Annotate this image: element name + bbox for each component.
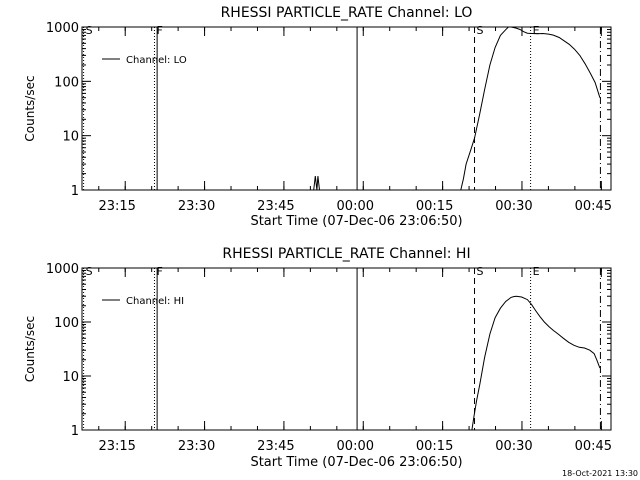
event-marker-label: S xyxy=(86,24,93,37)
series-line xyxy=(313,176,320,191)
series-line xyxy=(460,26,601,191)
plot-frame xyxy=(81,267,612,431)
legend-label: Channel: HI xyxy=(126,296,184,307)
x-tick-label: 00:00 xyxy=(337,199,374,214)
chart-title: RHESSI PARTICLE_RATE Channel: LO xyxy=(221,5,473,21)
x-tick-label: 00:00 xyxy=(337,439,374,454)
x-tick-label: 23:30 xyxy=(178,439,215,454)
x-tick-label: 23:30 xyxy=(178,199,215,214)
x-tick-label: 23:45 xyxy=(257,199,294,214)
panel-lo: RHESSI PARTICLE_RATE Channel: LO Start Ti… xyxy=(23,5,612,229)
chart-title: RHESSI PARTICLE_RATE Channel: HI xyxy=(222,246,470,262)
y-axis-label: Counts/sec xyxy=(23,316,37,382)
x-tick-label: 00:45 xyxy=(575,199,612,214)
event-marker-label: E xyxy=(533,24,540,37)
event-marker-label: S xyxy=(477,24,484,37)
event-marker-label: F xyxy=(156,265,162,278)
x-tick-label: 00:30 xyxy=(495,199,532,214)
y-tick-label: 1 xyxy=(71,424,79,439)
y-tick-label: 1000 xyxy=(46,21,79,36)
x-tick-label: 00:30 xyxy=(495,439,532,454)
event-marker-label: S xyxy=(477,265,484,278)
y-tick-label: 100 xyxy=(54,75,79,90)
x-tick-label: 23:15 xyxy=(98,199,135,214)
y-tick-label: 100 xyxy=(54,316,79,331)
event-marker-label: S xyxy=(86,265,93,278)
footer-timestamp: 18-Oct-2021 13:30 xyxy=(562,469,638,478)
plot-frame xyxy=(81,26,612,191)
y-tick-label: 10 xyxy=(62,130,79,145)
x-axis-label: Start Time (07-Dec-06 23:06:50) xyxy=(250,455,462,470)
series-line xyxy=(471,295,601,431)
y-tick-label: 1 xyxy=(71,184,79,199)
y-tick-label: 1000 xyxy=(46,262,79,277)
x-tick-label: 23:45 xyxy=(257,439,294,454)
x-axis-label: Start Time (07-Dec-06 23:06:50) xyxy=(250,214,462,229)
x-tick-label: 23:15 xyxy=(98,439,135,454)
x-tick-label: 00:45 xyxy=(575,439,612,454)
y-axis-label: Counts/sec xyxy=(23,75,37,141)
event-marker-label: F xyxy=(156,24,162,37)
legend-label: Channel: LO xyxy=(126,55,187,66)
x-tick-label: 00:15 xyxy=(416,199,453,214)
y-tick-label: 10 xyxy=(62,370,79,385)
panel-hi: RHESSI PARTICLE_RATE Channel: HI Start Ti… xyxy=(23,246,612,470)
event-marker-label: E xyxy=(533,265,540,278)
x-tick-label: 00:15 xyxy=(416,439,453,454)
